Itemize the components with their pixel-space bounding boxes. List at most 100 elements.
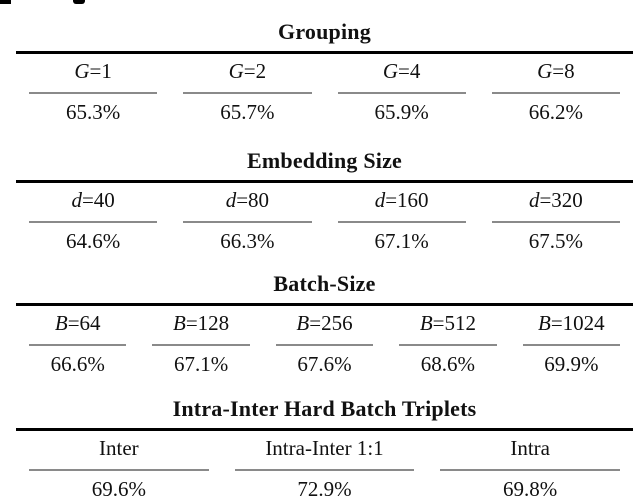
table-column: Intra 69.8% [427, 431, 633, 503]
header-label: Inter [99, 436, 139, 460]
table-column: d=80 66.3% [170, 183, 324, 255]
column-value: 72.9% [297, 477, 352, 501]
header-variable: B [173, 311, 186, 335]
column-value: 65.7% [220, 100, 275, 124]
column-divider-rule [337, 92, 466, 94]
header-label: =2 [243, 59, 267, 83]
header-label: =256 [309, 311, 353, 335]
table-column: B=128 67.1% [139, 306, 262, 378]
heavy-rule [16, 428, 633, 431]
header-label: =1024 [550, 311, 605, 335]
header-label: =1 [89, 59, 112, 83]
column-value: 67.6% [297, 352, 352, 376]
column-header: B=128 [139, 310, 262, 337]
column-value: 67.1% [173, 352, 229, 376]
header-variable: B [296, 311, 310, 335]
header-variable: B [54, 311, 68, 335]
header-variable: d [374, 188, 386, 212]
table-column: d=40 64.6% [16, 183, 170, 255]
header-label: =160 [385, 188, 429, 212]
section-title: Intra-Inter Hard Batch Triplets [172, 396, 477, 421]
column-value: 66.3% [220, 229, 275, 253]
header-variable: G [382, 59, 399, 83]
header-variable: d [71, 188, 82, 212]
table-column: Inter 69.6% [16, 431, 222, 503]
column-divider-rule [522, 344, 621, 346]
section-title: Grouping [278, 19, 371, 44]
table-column: d=320 67.5% [479, 183, 633, 255]
column-divider-rule [234, 469, 415, 471]
table-column: G=1 65.3% [16, 54, 170, 126]
header-variable: G [228, 59, 244, 83]
column-row: d=40 64.6% d=80 66.3% d=160 67.1% d=320 … [16, 183, 633, 255]
column-header: G=1 [16, 58, 170, 85]
column-header: Inter [16, 435, 222, 462]
column-header: d=160 [325, 187, 479, 214]
column-divider-rule [183, 92, 312, 94]
header-label: Intra [510, 436, 550, 460]
column-divider-rule [337, 221, 466, 223]
heavy-rule [16, 180, 633, 183]
header-variable: B [537, 311, 551, 335]
header-label: =8 [552, 59, 575, 83]
column-divider-rule [29, 469, 209, 471]
section-title: Batch-Size [273, 271, 376, 296]
column-header: B=64 [16, 310, 139, 337]
header-variable: d [528, 188, 540, 212]
column-divider-rule [399, 344, 497, 346]
column-divider-rule [491, 221, 620, 223]
column-value: 65.9% [374, 100, 429, 124]
table-column: Intra-Inter 1:1 72.9% [222, 431, 428, 503]
table-column: G=4 65.9% [325, 54, 479, 126]
section-grouping: Grouping G=1 65.3% G=2 65.7% G=4 65.9% G… [16, 17, 633, 126]
column-row: B=64 66.6% B=128 67.1% B=256 67.6% B=512… [16, 306, 633, 378]
header-label: =80 [236, 188, 270, 212]
header-label: =128 [185, 311, 230, 335]
column-header: Intra [427, 435, 633, 462]
header-label: =512 [432, 311, 476, 335]
column-value: 69.6% [91, 477, 146, 501]
header-label: Intra-Inter 1:1 [265, 436, 384, 460]
section-embedding-size: Embedding Size d=40 64.6% d=80 66.3% d=1… [16, 146, 633, 255]
table-column: G=8 66.2% [479, 54, 633, 126]
table-column: B=512 68.6% [386, 306, 509, 378]
column-value: 68.6% [420, 352, 476, 376]
column-value: 69.9% [544, 352, 599, 376]
column-value: 69.8% [503, 477, 558, 501]
column-value: 66.6% [50, 352, 105, 376]
column-header: G=8 [479, 58, 633, 85]
column-divider-rule [183, 221, 312, 223]
column-header: d=40 [16, 187, 170, 214]
section-intra-inter-triplets: Intra-Inter Hard Batch Triplets Inter 69… [16, 394, 633, 503]
table-column: B=1024 69.9% [510, 306, 633, 378]
table-column: B=64 66.6% [16, 306, 139, 378]
column-value: 64.6% [66, 229, 121, 253]
header-label: =4 [398, 59, 421, 83]
column-row: G=1 65.3% G=2 65.7% G=4 65.9% G=8 66.2% [16, 54, 633, 126]
header-variable: B [419, 311, 433, 335]
table-column: d=160 67.1% [325, 183, 479, 255]
column-divider-rule [491, 92, 620, 94]
column-value: 65.3% [66, 100, 121, 124]
column-value: 66.2% [528, 100, 583, 124]
table-column: B=256 67.6% [263, 306, 386, 378]
column-value: 67.5% [528, 229, 583, 253]
column-header: d=320 [479, 187, 633, 214]
header-label: =64 [67, 311, 101, 335]
column-header: B=256 [263, 310, 386, 337]
column-divider-rule [152, 344, 250, 346]
header-variable: G [74, 59, 90, 83]
column-divider-rule [275, 344, 374, 346]
column-divider-rule [29, 221, 158, 223]
column-row: Inter 69.6% Intra-Inter 1:1 72.9% Intra … [16, 431, 633, 503]
column-header: Intra-Inter 1:1 [222, 435, 428, 462]
header-variable: G [537, 59, 553, 83]
cropped-text-fragment [73, 0, 85, 4]
header-label: =40 [81, 188, 115, 212]
column-header: d=80 [170, 187, 324, 214]
header-variable: d [225, 188, 237, 212]
section-batch-size: Batch-Size B=64 66.6% B=128 67.1% B=256 … [16, 269, 633, 378]
column-header: G=4 [325, 58, 479, 85]
column-header: B=1024 [510, 310, 633, 337]
column-header: G=2 [170, 58, 324, 85]
